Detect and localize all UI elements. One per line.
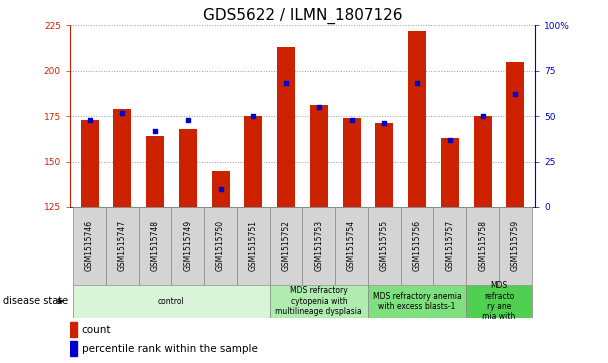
Point	[347, 117, 356, 123]
Bar	[506, 62, 524, 207]
Bar	[368, 285, 466, 318]
Text: count: count	[81, 325, 111, 335]
Text: disease state: disease state	[3, 296, 68, 306]
Point	[249, 113, 258, 119]
Text: GSM1515747: GSM1515747	[118, 220, 127, 272]
Bar	[401, 207, 434, 285]
Text: percentile rank within the sample: percentile rank within the sample	[81, 344, 257, 354]
Bar	[368, 207, 401, 285]
Bar	[212, 171, 230, 207]
Point	[379, 121, 389, 126]
Text: GSM1515746: GSM1515746	[85, 220, 94, 272]
Text: GSM1515755: GSM1515755	[380, 220, 389, 272]
Bar	[139, 207, 171, 285]
Bar	[81, 120, 98, 207]
Bar	[277, 47, 295, 207]
Bar	[302, 207, 335, 285]
Bar	[204, 207, 237, 285]
Text: MDS refractory
cytopenia with
multilineage dysplasia: MDS refractory cytopenia with multilinea…	[275, 286, 362, 316]
Text: GSM1515754: GSM1515754	[347, 220, 356, 272]
Point	[183, 117, 193, 123]
Text: GSM1515758: GSM1515758	[478, 220, 487, 272]
Bar	[113, 109, 131, 207]
Point	[478, 113, 488, 119]
Point	[511, 91, 520, 97]
Text: GSM1515751: GSM1515751	[249, 220, 258, 272]
Text: GSM1515749: GSM1515749	[184, 220, 192, 272]
Bar	[375, 123, 393, 207]
Bar	[270, 207, 303, 285]
Title: GDS5622 / ILMN_1807126: GDS5622 / ILMN_1807126	[202, 8, 402, 24]
Point	[85, 117, 94, 123]
Bar	[73, 207, 106, 285]
Bar	[171, 207, 204, 285]
Bar	[342, 118, 361, 207]
Point	[117, 110, 127, 115]
Text: MDS
refracto
ry ane
mia with: MDS refracto ry ane mia with	[482, 281, 516, 321]
Text: MDS refractory anemia
with excess blasts-1: MDS refractory anemia with excess blasts…	[373, 291, 461, 311]
Bar	[146, 136, 164, 207]
Text: control: control	[158, 297, 185, 306]
Text: GSM1515750: GSM1515750	[216, 220, 225, 272]
Bar	[106, 207, 139, 285]
Text: GSM1515752: GSM1515752	[282, 220, 291, 272]
Text: GSM1515756: GSM1515756	[413, 220, 421, 272]
Bar	[179, 129, 197, 207]
Text: GSM1515748: GSM1515748	[151, 220, 159, 272]
Bar	[70, 341, 77, 356]
Point	[150, 128, 160, 134]
Bar	[434, 207, 466, 285]
Text: GSM1515759: GSM1515759	[511, 220, 520, 272]
Point	[314, 104, 323, 110]
Point	[412, 81, 422, 86]
Bar	[237, 207, 270, 285]
Bar	[270, 285, 368, 318]
Point	[445, 137, 455, 143]
Text: GSM1515753: GSM1515753	[314, 220, 323, 272]
Bar	[335, 207, 368, 285]
Bar	[499, 207, 532, 285]
Bar	[441, 138, 459, 207]
Bar	[466, 285, 532, 318]
Bar	[244, 116, 263, 207]
Bar	[408, 31, 426, 207]
Bar	[70, 322, 77, 338]
Text: GSM1515757: GSM1515757	[446, 220, 454, 272]
Point	[216, 186, 226, 192]
Bar	[474, 116, 492, 207]
Bar	[310, 105, 328, 207]
Point	[282, 81, 291, 86]
Bar	[466, 207, 499, 285]
Bar	[73, 285, 270, 318]
